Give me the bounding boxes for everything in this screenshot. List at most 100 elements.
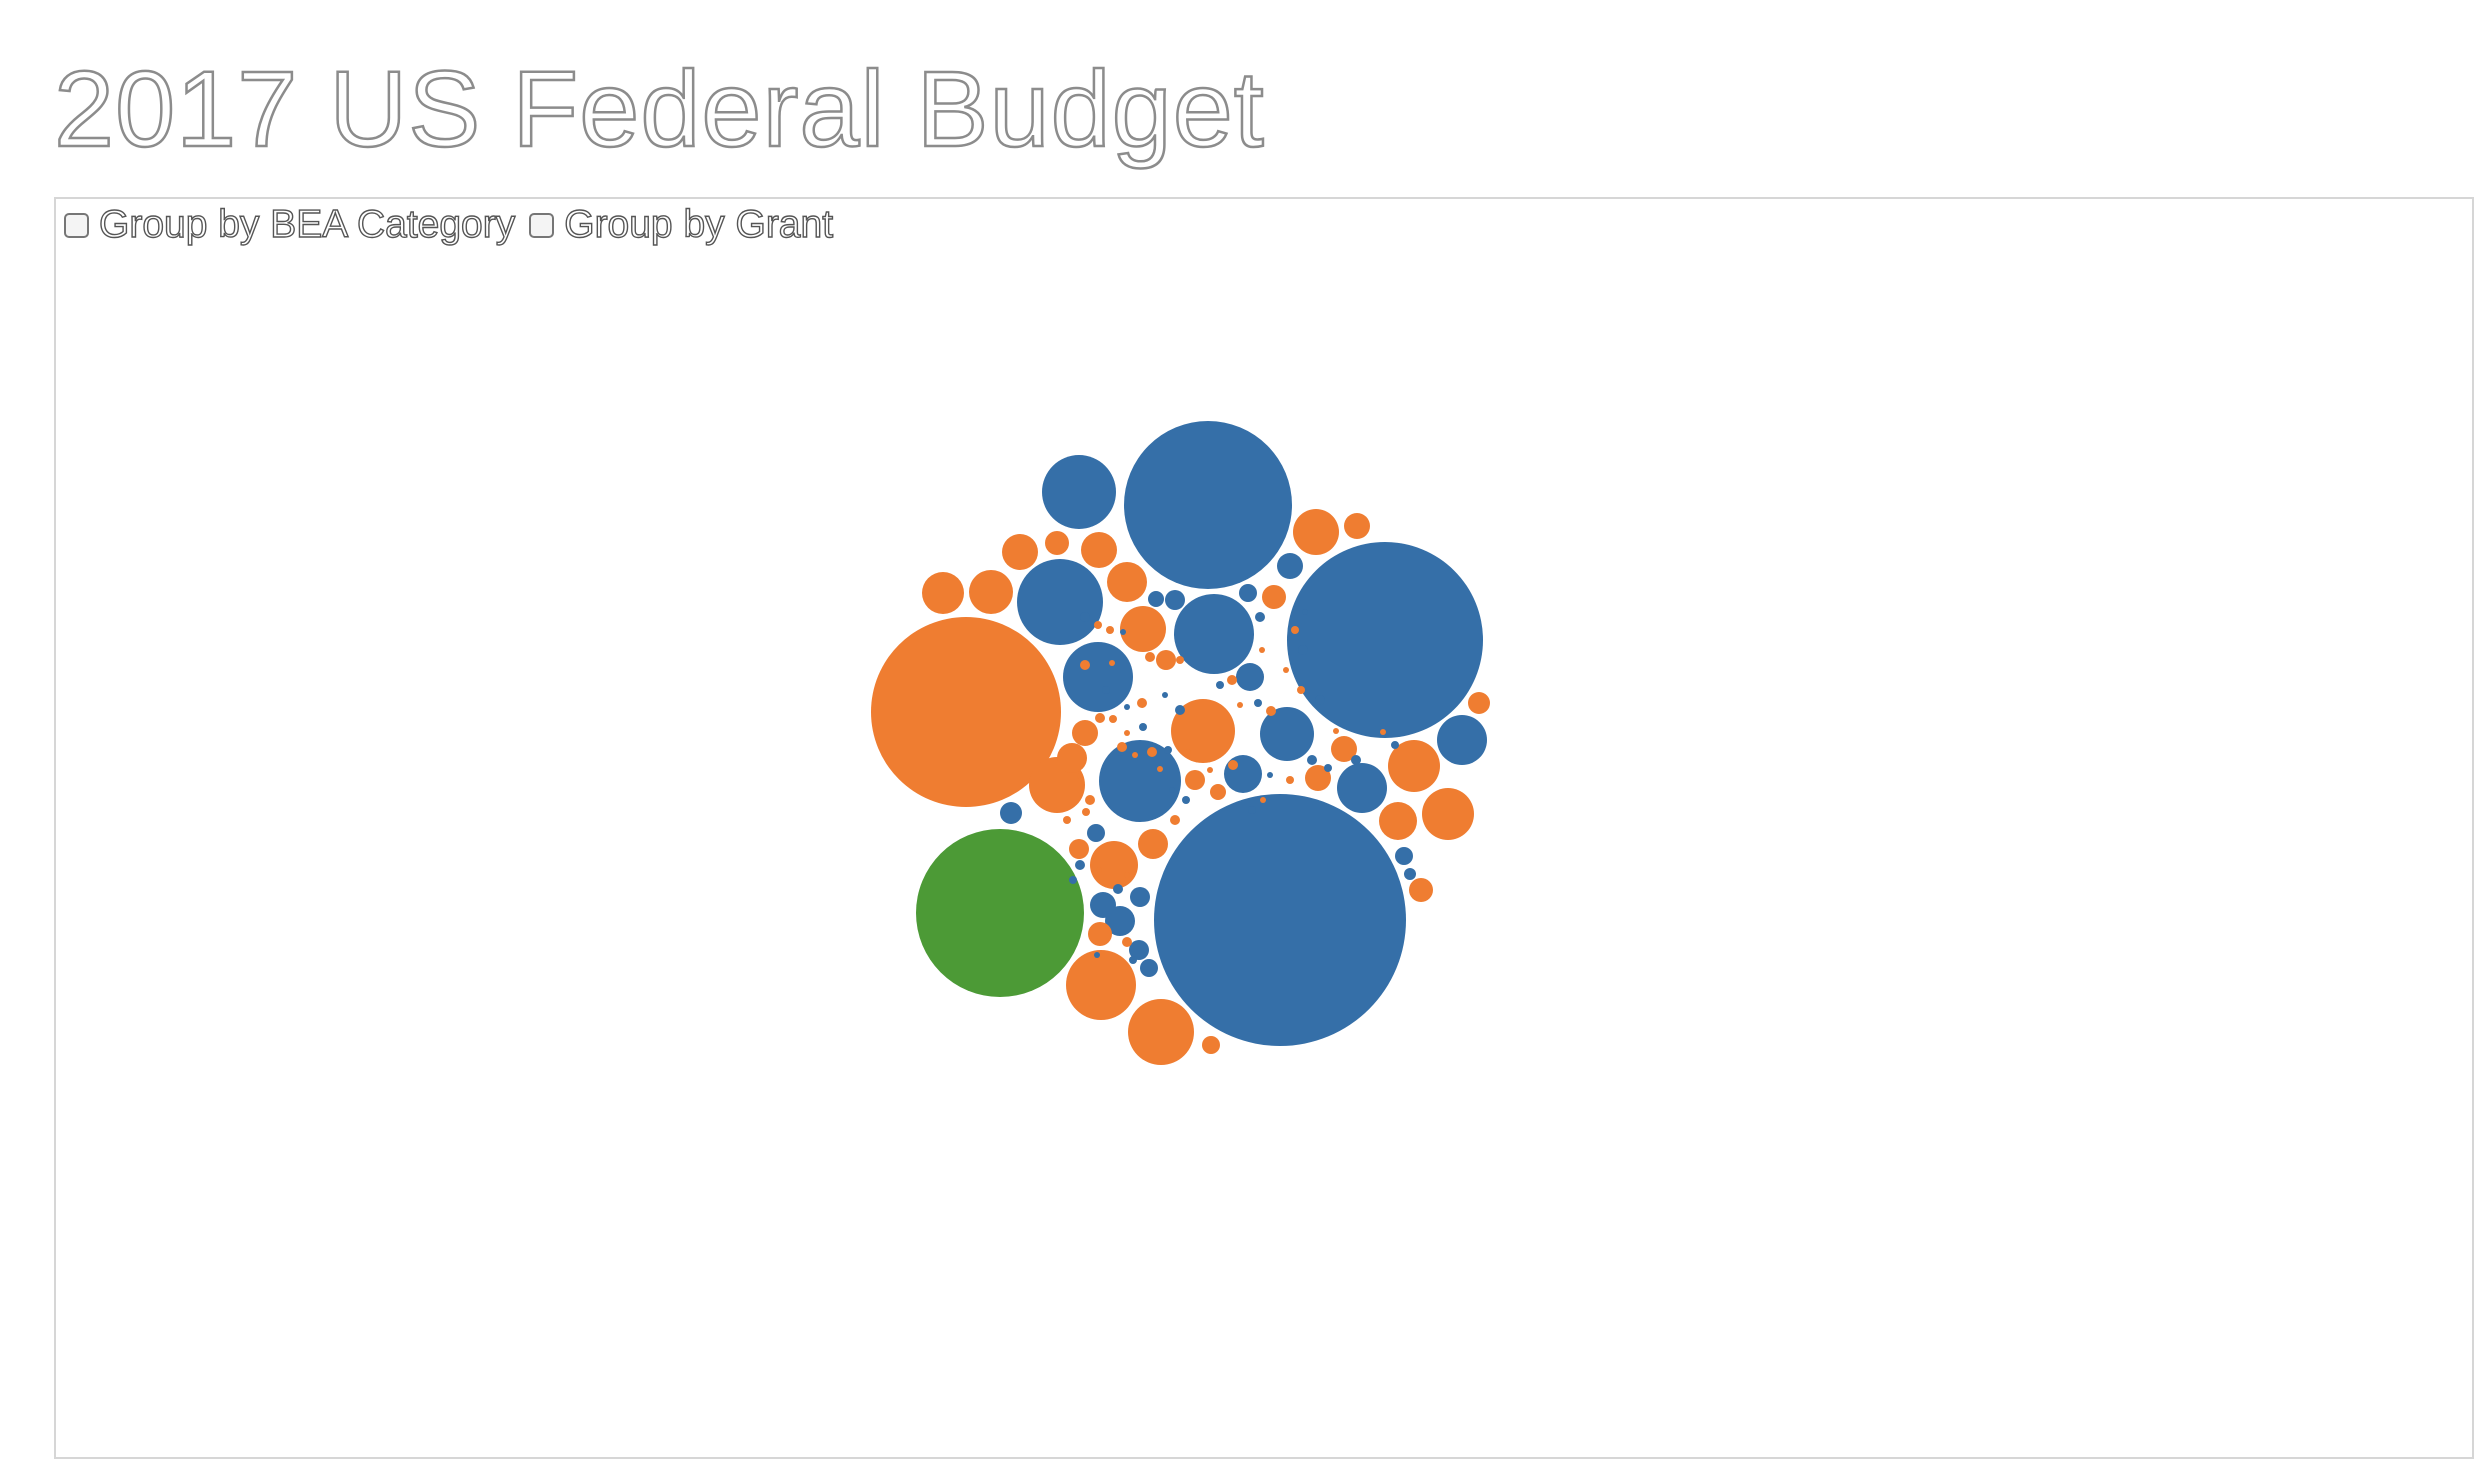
budget-bubble[interactable] bbox=[1063, 642, 1133, 712]
budget-bubble-small[interactable] bbox=[1216, 681, 1224, 689]
budget-bubble-small[interactable] bbox=[1132, 752, 1138, 758]
budget-bubble[interactable] bbox=[1072, 720, 1098, 746]
budget-bubble-small[interactable] bbox=[1069, 876, 1077, 884]
budget-bubble[interactable] bbox=[1107, 562, 1147, 602]
budget-bubble[interactable] bbox=[1069, 839, 1089, 859]
budget-bubble[interactable] bbox=[1239, 584, 1257, 602]
budget-bubble[interactable] bbox=[1017, 559, 1103, 645]
budget-bubble[interactable] bbox=[1337, 763, 1387, 813]
budget-bubble-small[interactable] bbox=[1063, 816, 1071, 824]
budget-bubble[interactable] bbox=[1045, 531, 1069, 555]
budget-bubble[interactable] bbox=[1344, 513, 1370, 539]
budget-bubble-small[interactable] bbox=[1170, 815, 1180, 825]
budget-bubble[interactable] bbox=[1057, 743, 1087, 773]
budget-bubble-small[interactable] bbox=[1109, 715, 1117, 723]
budget-bubble[interactable] bbox=[1156, 650, 1176, 670]
budget-bubble[interactable] bbox=[1090, 892, 1116, 918]
group-by-bea-checkbox[interactable] bbox=[64, 212, 89, 238]
budget-bubble-small[interactable] bbox=[1380, 729, 1386, 735]
budget-bubble-small[interactable] bbox=[1139, 723, 1147, 731]
budget-bubble-small[interactable] bbox=[1102, 686, 1110, 694]
group-by-grant-control[interactable]: Group by Grant bbox=[529, 202, 834, 247]
budget-bubble[interactable] bbox=[1090, 841, 1138, 889]
budget-bubble-small[interactable] bbox=[1095, 713, 1105, 723]
budget-bubble-small[interactable] bbox=[1182, 796, 1190, 804]
group-by-bea-control[interactable]: Group by BEA Category bbox=[64, 202, 516, 247]
budget-bubble[interactable] bbox=[1140, 959, 1158, 977]
budget-bubble-small[interactable] bbox=[1266, 706, 1276, 716]
budget-bubble-small[interactable] bbox=[1077, 773, 1083, 779]
budget-bubble[interactable] bbox=[1305, 765, 1331, 791]
budget-bubble[interactable] bbox=[1138, 829, 1168, 859]
budget-bubble-small[interactable] bbox=[1307, 755, 1317, 765]
budget-bubble-small[interactable] bbox=[1315, 695, 1325, 705]
budget-bubble-small[interactable] bbox=[1259, 647, 1265, 653]
budget-bubble[interactable] bbox=[1128, 999, 1194, 1065]
budget-bubble-small[interactable] bbox=[1137, 698, 1147, 708]
budget-bubble[interactable] bbox=[916, 829, 1084, 997]
budget-bubble-small[interactable] bbox=[1283, 667, 1289, 673]
budget-bubble[interactable] bbox=[1087, 824, 1105, 842]
budget-bubble-small[interactable] bbox=[1164, 746, 1172, 754]
budget-bubble[interactable] bbox=[1437, 715, 1487, 765]
budget-bubble[interactable] bbox=[1236, 663, 1264, 691]
budget-bubble-small[interactable] bbox=[1297, 686, 1305, 694]
budget-bubble-small[interactable] bbox=[1324, 764, 1332, 772]
budget-bubble-small[interactable] bbox=[1227, 675, 1237, 685]
budget-bubble-small[interactable] bbox=[1124, 730, 1130, 736]
budget-bubble-small[interactable] bbox=[1248, 806, 1256, 814]
budget-bubble-small[interactable] bbox=[1096, 867, 1102, 873]
budget-bubble-small[interactable] bbox=[1094, 621, 1102, 629]
budget-bubble[interactable] bbox=[1260, 707, 1314, 761]
budget-bubble-small[interactable] bbox=[1080, 660, 1090, 670]
budget-bubble-small[interactable] bbox=[1085, 795, 1095, 805]
budget-bubble-small[interactable] bbox=[1082, 808, 1090, 816]
budget-bubble[interactable] bbox=[1154, 794, 1406, 1046]
budget-bubble[interactable] bbox=[1210, 784, 1226, 800]
budget-bubble[interactable] bbox=[1409, 878, 1433, 902]
budget-bubble[interactable] bbox=[1148, 591, 1164, 607]
budget-bubble[interactable] bbox=[1124, 421, 1292, 589]
budget-bubble[interactable] bbox=[1081, 532, 1117, 568]
budget-bubble[interactable] bbox=[1395, 847, 1413, 865]
budget-bubble-small[interactable] bbox=[1162, 692, 1168, 698]
budget-bubble-small[interactable] bbox=[1333, 728, 1339, 734]
budget-bubble[interactable] bbox=[1129, 940, 1149, 960]
budget-bubble-small[interactable] bbox=[1260, 797, 1266, 803]
budget-bubble[interactable] bbox=[922, 572, 964, 614]
budget-bubble-small[interactable] bbox=[1106, 626, 1114, 634]
budget-bubble-small[interactable] bbox=[1145, 652, 1155, 662]
budget-bubble[interactable] bbox=[969, 570, 1013, 614]
budget-bubble-small[interactable] bbox=[1298, 645, 1308, 655]
budget-bubble[interactable] bbox=[871, 617, 1061, 807]
budget-bubble[interactable] bbox=[1468, 692, 1490, 714]
budget-bubble[interactable] bbox=[1287, 542, 1483, 738]
budget-bubble-small[interactable] bbox=[1185, 749, 1191, 755]
budget-bubble-small[interactable] bbox=[1120, 629, 1126, 635]
budget-bubble-small[interactable] bbox=[1267, 772, 1273, 778]
budget-bubble[interactable] bbox=[1000, 802, 1022, 824]
budget-bubble-small[interactable] bbox=[1109, 660, 1115, 666]
budget-bubble-small[interactable] bbox=[1175, 705, 1185, 715]
budget-bubble-small[interactable] bbox=[1291, 626, 1299, 634]
budget-bubble[interactable] bbox=[1277, 553, 1303, 579]
budget-bubble[interactable] bbox=[1066, 950, 1136, 1020]
budget-bubble-small[interactable] bbox=[1176, 656, 1184, 664]
budget-bubble[interactable] bbox=[1422, 788, 1474, 840]
budget-bubble-small[interactable] bbox=[1117, 742, 1127, 752]
budget-bubble[interactable] bbox=[1130, 887, 1150, 907]
budget-bubble-small[interactable] bbox=[1122, 937, 1132, 947]
budget-bubble[interactable] bbox=[1331, 736, 1357, 762]
budget-bubble-small[interactable] bbox=[1255, 612, 1265, 622]
budget-bubble-small[interactable] bbox=[1169, 787, 1175, 793]
budget-bubble[interactable] bbox=[1042, 455, 1116, 529]
budget-bubble-small[interactable] bbox=[1129, 956, 1137, 964]
budget-bubble-small[interactable] bbox=[1147, 747, 1157, 757]
budget-bubble-small[interactable] bbox=[1113, 884, 1123, 894]
budget-bubble[interactable] bbox=[1379, 802, 1417, 840]
budget-bubble[interactable] bbox=[1002, 534, 1038, 570]
budget-bubble-small[interactable] bbox=[1124, 872, 1130, 878]
budget-bubble[interactable] bbox=[1404, 868, 1416, 880]
budget-bubble-small[interactable] bbox=[1094, 952, 1100, 958]
budget-bubble[interactable] bbox=[1171, 699, 1235, 763]
